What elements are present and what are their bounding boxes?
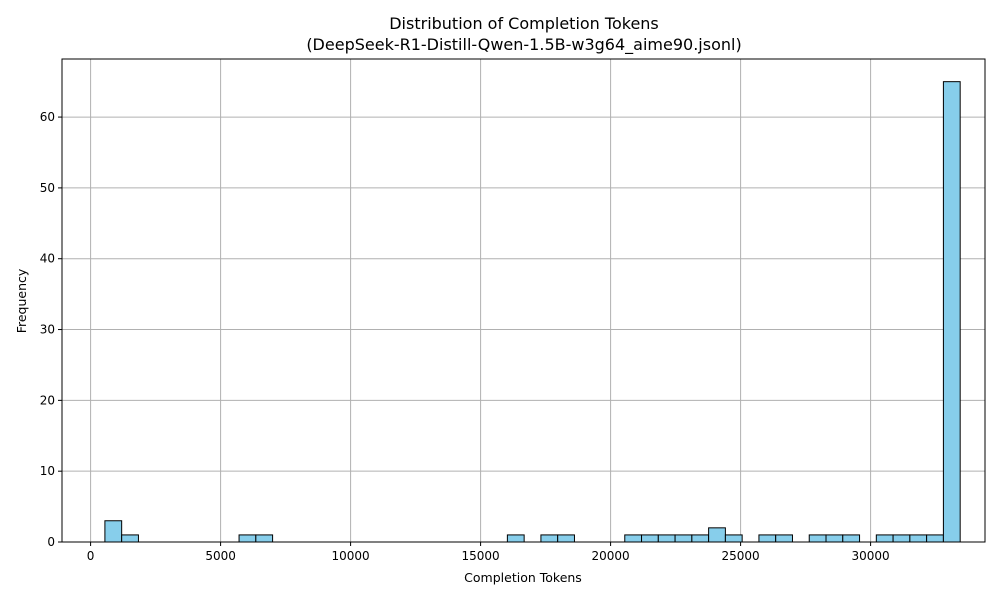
histogram-bar	[641, 534, 659, 543]
histogram-bar	[758, 534, 777, 543]
y-tick-label: 20	[40, 393, 55, 407]
x-tick-label: 5000	[205, 549, 236, 563]
histogram-bar	[825, 534, 844, 543]
x-tick-label: 10000	[332, 549, 370, 563]
y-tick-label: 10	[40, 464, 55, 478]
histogram-bar	[775, 534, 793, 543]
y-tick-label: 60	[40, 110, 55, 124]
axes	[58, 58, 986, 546]
grid-lines	[62, 59, 985, 543]
histogram-bar	[724, 534, 743, 543]
histogram-bar	[892, 534, 911, 543]
histogram-bar	[926, 534, 944, 543]
histogram-bars	[104, 81, 961, 543]
y-tick-label: 40	[40, 252, 55, 266]
chart-title: Distribution of Completion Tokens	[389, 14, 659, 33]
tick-labels: 0 5000 10000 15000 20000 25000 30000 0 10 20 30 40 5…	[40, 110, 890, 563]
histogram-bar	[942, 81, 961, 543]
y-tick-label: 50	[40, 181, 55, 195]
y-axis-label: Frequency	[14, 268, 29, 333]
histogram-bar	[104, 520, 123, 543]
histogram-bar	[657, 534, 676, 543]
y-tick-label: 0	[47, 535, 55, 549]
x-tick-label: 30000	[852, 549, 890, 563]
histogram-bar	[842, 534, 861, 543]
histogram-bar	[808, 534, 827, 543]
x-tick-label: 25000	[722, 549, 760, 563]
histogram-bar	[875, 534, 894, 543]
x-tick-label: 15000	[462, 549, 500, 563]
histogram-bar	[557, 534, 575, 543]
histogram-bar	[674, 534, 693, 543]
histogram-bar	[624, 534, 643, 543]
histogram-bar	[708, 527, 726, 543]
histogram-bar	[121, 534, 139, 543]
chart-subtitle: (DeepSeek-R1-Distill-Qwen-1.5B-w3g64_aim…	[306, 35, 741, 55]
histogram-bar	[506, 534, 525, 543]
histogram-bar	[540, 534, 559, 543]
histogram-bar	[238, 534, 257, 543]
histogram-bar	[691, 534, 710, 543]
x-axis-label: Completion Tokens	[464, 570, 582, 585]
plot-frame	[61, 58, 986, 543]
x-tick-label: 0	[87, 549, 95, 563]
y-tick-label: 30	[40, 323, 55, 337]
histogram-bar	[255, 534, 274, 543]
x-tick-label: 20000	[592, 549, 630, 563]
histogram-bar	[909, 534, 928, 543]
